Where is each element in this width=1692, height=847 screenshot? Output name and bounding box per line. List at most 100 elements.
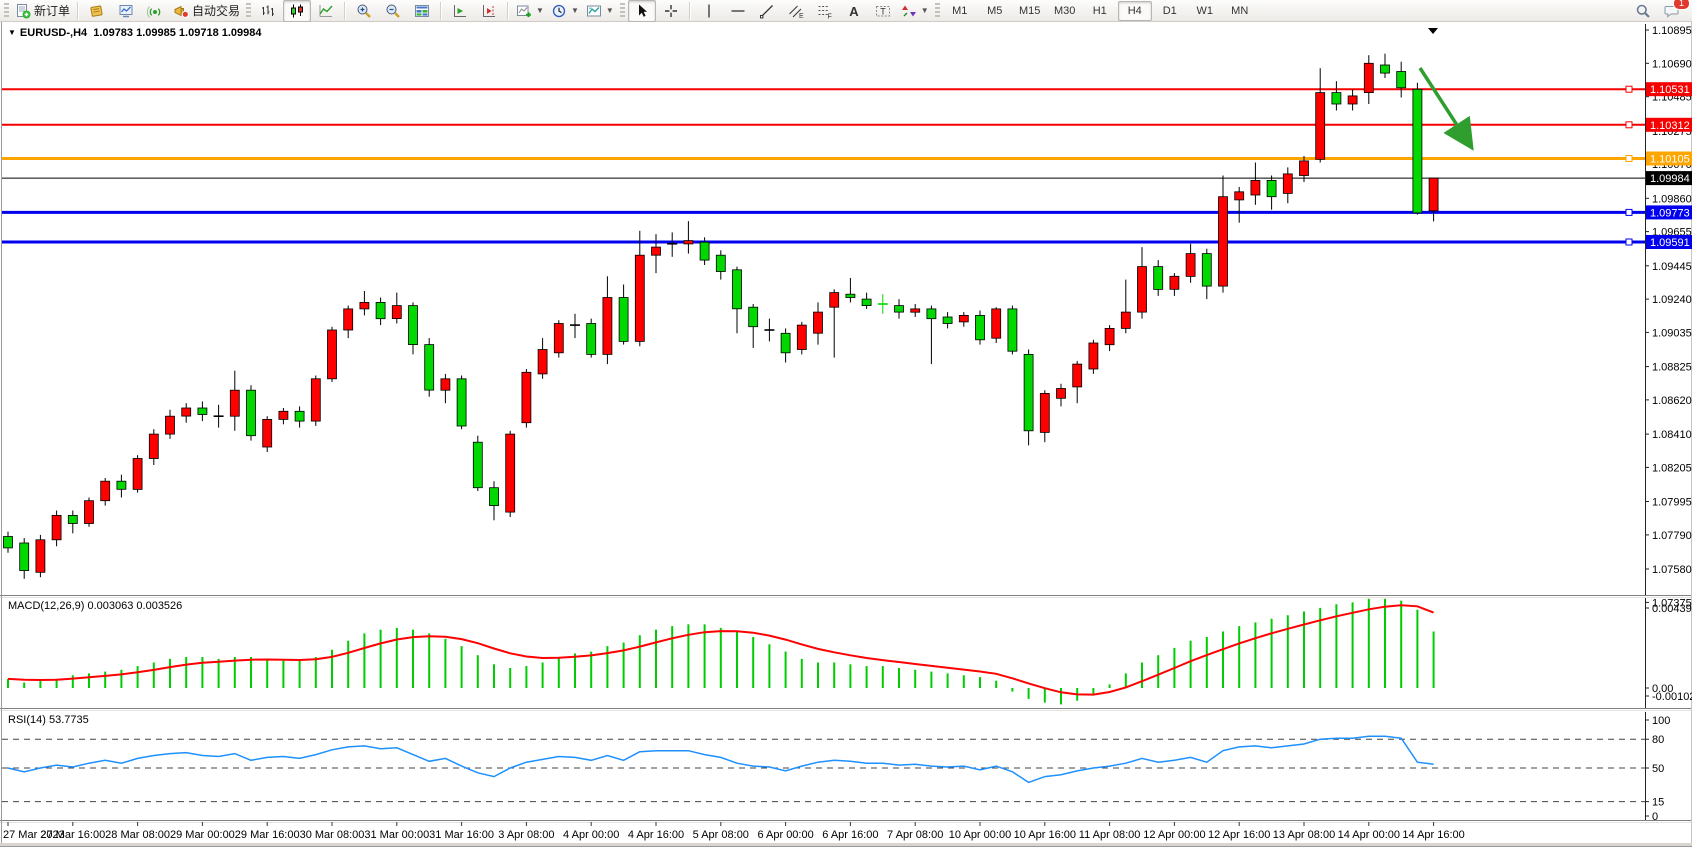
search-button[interactable]: [1629, 0, 1657, 22]
svg-text:1.09445: 1.09445: [1652, 261, 1692, 273]
vertical-line-icon: [708, 4, 710, 17]
tf-MN-button[interactable]: MN: [1231, 4, 1249, 17]
periods-button[interactable]: ▼: [548, 0, 582, 22]
candle-chart-button[interactable]: [283, 0, 312, 22]
svg-text:1.09984: 1.09984: [1650, 173, 1690, 185]
auto-trading-icon: [174, 5, 189, 18]
signals-button[interactable]: [141, 0, 169, 22]
text-label-icon: T: [875, 5, 890, 16]
svg-text:A: A: [849, 4, 859, 19]
tf-H4-button[interactable]: H4: [1117, 0, 1152, 21]
svg-text:1.09773: 1.09773: [1650, 207, 1690, 219]
templates-icon: [586, 5, 601, 16]
toolbar-gripper[interactable]: [619, 2, 625, 19]
svg-text:1.08410: 1.08410: [1652, 429, 1692, 441]
indicators-button[interactable]: ▼: [513, 0, 547, 22]
vertical-line-button[interactable]: [695, 0, 723, 22]
data-window-button[interactable]: [112, 0, 140, 22]
arrows-icon: [901, 5, 916, 16]
price-badges: 1.10531 1.10312 1.10105 1.09984 1.09773 1.095…: [1646, 82, 1692, 249]
svg-text:1.09860: 1.09860: [1652, 193, 1692, 205]
dropdown-caret-icon[interactable]: ▼: [570, 6, 579, 15]
tf-M5-button[interactable]: M5: [987, 4, 1003, 17]
trendline-button[interactable]: [753, 0, 781, 22]
auto-scroll-button[interactable]: [446, 0, 474, 22]
svg-text:1.07375: 1.07375: [1652, 597, 1692, 609]
chat-button[interactable]: 1: [1658, 0, 1690, 22]
text-label-button[interactable]: T: [869, 0, 897, 22]
tile-windows-button[interactable]: [408, 0, 436, 22]
candle-chart-icon: [291, 4, 304, 17]
rsi-line: [7, 735, 1434, 784]
svg-text:4 Apr 00:00: 4 Apr 00:00: [563, 829, 619, 841]
zoom-out-button[interactable]: [379, 0, 407, 22]
svg-text:1.10690: 1.10690: [1652, 58, 1692, 70]
dropdown-caret-icon[interactable]: ▼: [605, 6, 614, 15]
dropdown-caret-icon[interactable]: ▼: [920, 6, 929, 15]
tf-W1-button[interactable]: W1: [1196, 4, 1213, 17]
svg-text:-0.001021: -0.001021: [1652, 691, 1692, 703]
fibonacci-button[interactable]: F: [811, 0, 839, 22]
text-button[interactable]: A: [840, 0, 868, 22]
data-window-icon: [119, 4, 133, 17]
svg-text:3 Apr 08:00: 3 Apr 08:00: [498, 829, 554, 841]
svg-text:0: 0: [1652, 811, 1658, 823]
chart-svg[interactable]: 1.108951.106901.104851.102751.100701.098…: [0, 22, 1692, 846]
svg-text:1.08205: 1.08205: [1652, 462, 1692, 474]
candles-layer: [3, 53, 1439, 579]
channel-button[interactable]: E: [782, 0, 810, 22]
toolbar-gripper[interactable]: [4, 2, 9, 19]
toolbar-gripper[interactable]: [934, 2, 940, 19]
svg-text:E: E: [799, 13, 804, 19]
svg-text:30 Mar 08:00: 30 Mar 08:00: [300, 829, 365, 841]
chart-shift-button[interactable]: [475, 0, 503, 22]
level-lines[interactable]: [2, 85, 1645, 246]
chart-shift-icon: [483, 4, 496, 17]
indicators-icon: [517, 5, 531, 17]
chat-badge: 1: [1673, 0, 1690, 10]
market-watch-button[interactable]: [83, 0, 111, 22]
svg-text:28 Mar 08:00: 28 Mar 08:00: [105, 829, 170, 841]
trendline-icon: [759, 4, 773, 18]
svg-text:14 Apr 16:00: 14 Apr 16:00: [1402, 829, 1464, 841]
object-marker[interactable]: [1428, 28, 1438, 34]
crosshair-button[interactable]: [657, 0, 685, 22]
zoom-in-icon: [357, 4, 371, 18]
toolbar-gripper[interactable]: [246, 2, 252, 19]
svg-text:1.09591: 1.09591: [1650, 237, 1690, 249]
templates-button[interactable]: ▼: [583, 0, 617, 22]
svg-text:1.10312: 1.10312: [1650, 120, 1690, 132]
auto-trading-button[interactable]: 自动交易: [170, 0, 243, 22]
bar-chart-button[interactable]: [254, 0, 282, 22]
new-order-button[interactable]: 新订单: [12, 0, 73, 22]
tile-windows-icon: [415, 4, 430, 17]
tf-D1-button[interactable]: D1: [1162, 4, 1177, 17]
svg-text:1.09240: 1.09240: [1652, 294, 1692, 306]
arrows-button[interactable]: ▼: [898, 0, 932, 22]
svg-text:11 Apr 08:00: 11 Apr 08:00: [1079, 829, 1141, 841]
svg-text:T: T: [880, 6, 886, 16]
toolbar-separator: [344, 1, 347, 20]
text-icon: A: [849, 4, 859, 19]
svg-text:10 Apr 16:00: 10 Apr 16:00: [1014, 829, 1076, 841]
chart-area[interactable]: 1.108951.106901.104851.102751.100701.098…: [0, 22, 1692, 846]
new-order-icon: [17, 3, 31, 18]
green-arrow-annotation[interactable]: [1418, 67, 1474, 151]
line-chart-button[interactable]: [312, 0, 340, 22]
svg-text:27 Mar 2023: 27 Mar 2023: [3, 829, 65, 841]
svg-text:13 Apr 08:00: 13 Apr 08:00: [1273, 829, 1335, 841]
svg-text:F: F: [827, 13, 831, 19]
search-icon: [1636, 4, 1650, 18]
tf-M1-button[interactable]: M1: [952, 4, 968, 17]
tf-M15-button[interactable]: M15: [1019, 4, 1041, 17]
svg-text:0.00: 0.00: [1652, 683, 1673, 695]
horizontal-line-button[interactable]: [724, 0, 752, 22]
cursor-button[interactable]: [627, 0, 656, 22]
tf-M30-button[interactable]: M30: [1054, 4, 1076, 17]
line-chart-icon: [319, 4, 333, 17]
dropdown-caret-icon[interactable]: ▼: [536, 6, 544, 15]
tf-H1-button[interactable]: H1: [1092, 4, 1107, 17]
panel-separators[interactable]: [0, 595, 1692, 823]
zoom-in-button[interactable]: [350, 0, 378, 22]
